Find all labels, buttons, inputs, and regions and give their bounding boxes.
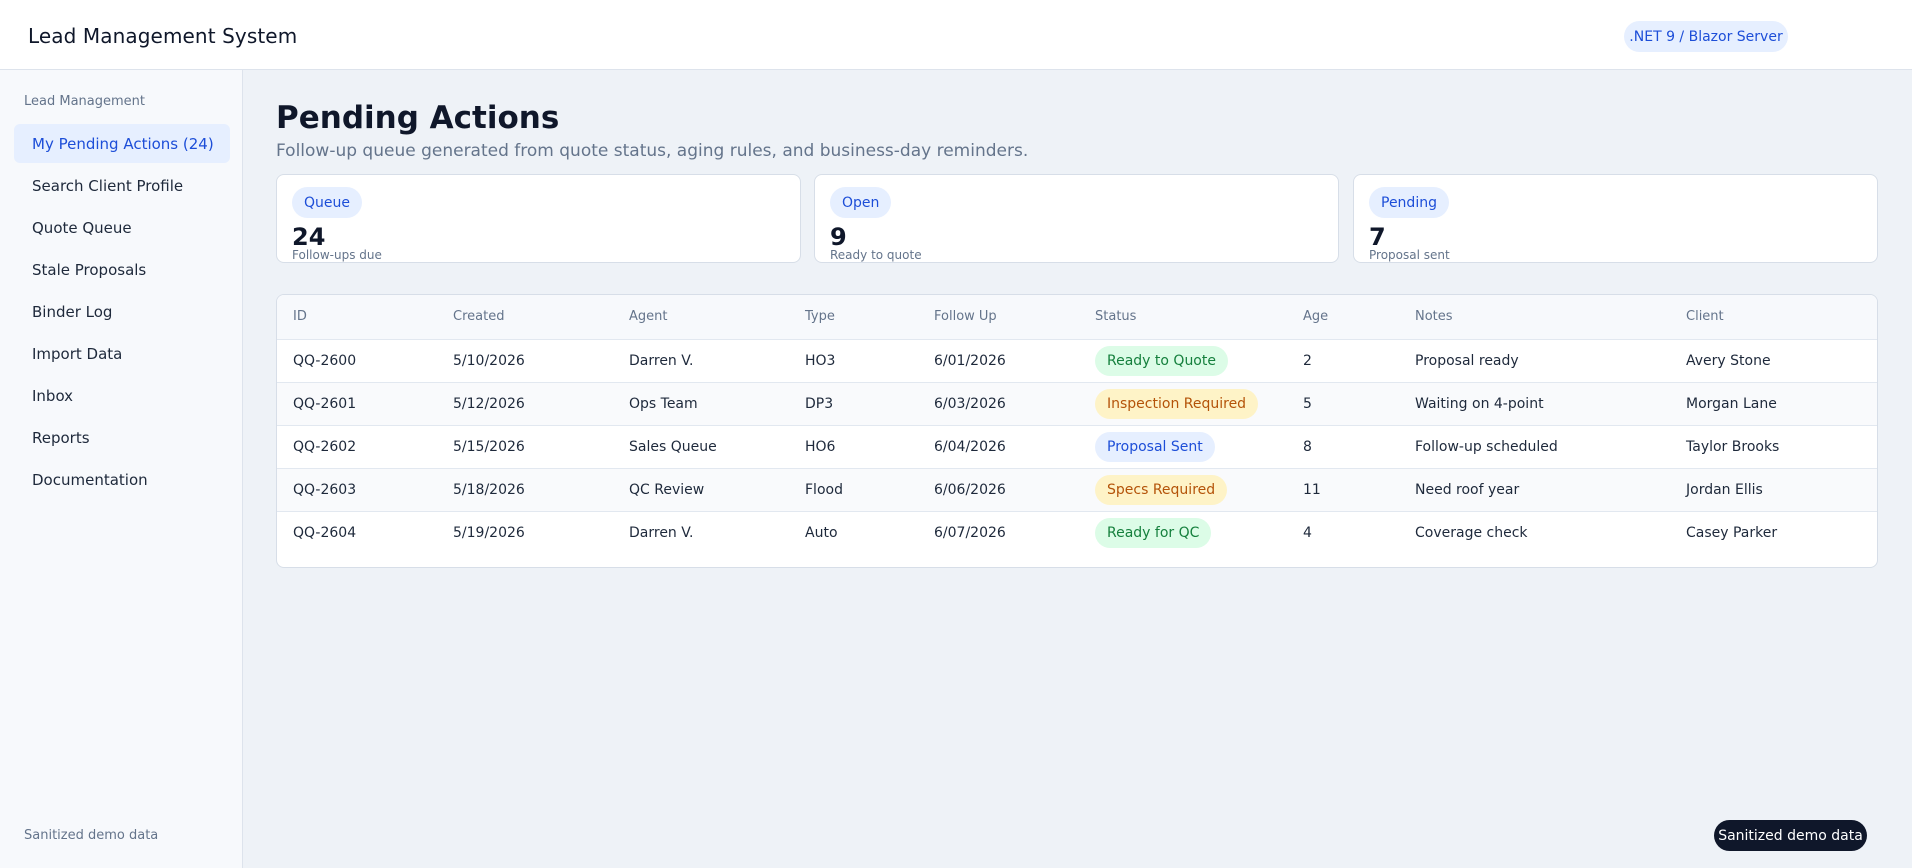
cell-id: QQ-2603 bbox=[293, 481, 357, 498]
cell-created: 5/18/2026 bbox=[453, 481, 525, 498]
card-value: 9 bbox=[830, 223, 847, 251]
column-header-created[interactable]: Created bbox=[437, 295, 613, 340]
column-header-agent[interactable]: Agent bbox=[613, 295, 789, 340]
main-content: Pending Actions Follow-up queue generate… bbox=[243, 70, 1912, 868]
cell-status: Specs Required bbox=[1079, 468, 1287, 511]
column-header-type[interactable]: Type bbox=[789, 295, 918, 340]
cell-follow-up: 6/04/2026 bbox=[934, 438, 1006, 455]
summary-card-queue: Queue 24 Follow-ups due bbox=[276, 174, 801, 263]
cell-client: Jordan Ellis bbox=[1686, 481, 1763, 498]
card-caption: Follow-ups due bbox=[292, 248, 382, 262]
cell-agent: QC Review bbox=[629, 481, 705, 498]
pending-actions-table: ID Created Agent Type Follow Up Status A… bbox=[276, 294, 1878, 568]
status-badge: Proposal Sent bbox=[1095, 431, 1215, 462]
cell-agent: Darren V. bbox=[629, 524, 694, 541]
cell-age: 2 bbox=[1303, 352, 1312, 369]
cell-client: Avery Stone bbox=[1686, 352, 1771, 369]
sidebar-heading: Lead Management bbox=[24, 94, 145, 109]
cell-notes: Coverage check bbox=[1415, 524, 1528, 541]
sidebar-footer-note: Sanitized demo data bbox=[24, 828, 159, 843]
column-header-age[interactable]: Age bbox=[1287, 295, 1399, 340]
card-caption: Ready to quote bbox=[830, 248, 922, 262]
demo-data-badge: Sanitized demo data bbox=[1714, 820, 1867, 851]
cell-notes: Follow-up scheduled bbox=[1415, 438, 1558, 455]
cell-client: Taylor Brooks bbox=[1686, 438, 1780, 455]
card-chip: Queue bbox=[292, 187, 362, 218]
cell-id: QQ-2601 bbox=[293, 395, 357, 412]
sidebar-item-documentation[interactable]: Documentation bbox=[32, 470, 148, 489]
sidebar-item-binder-log[interactable]: Binder Log bbox=[32, 302, 113, 321]
sidebar-item-my-pending-actions[interactable]: My Pending Actions (24) bbox=[14, 124, 230, 163]
status-badge: Specs Required bbox=[1095, 474, 1228, 505]
column-header-client[interactable]: Client bbox=[1670, 295, 1877, 340]
card-caption: Proposal sent bbox=[1369, 248, 1450, 262]
cell-type: DP3 bbox=[805, 395, 834, 412]
cell-id: QQ-2604 bbox=[293, 524, 357, 541]
cell-created: 5/12/2026 bbox=[453, 395, 525, 412]
column-header-status[interactable]: Status bbox=[1079, 295, 1287, 340]
cell-id: QQ-2600 bbox=[293, 352, 357, 369]
stack-badge: .NET 9 / Blazor Server bbox=[1624, 21, 1788, 52]
card-value: 24 bbox=[292, 223, 326, 251]
cell-type: HO6 bbox=[805, 438, 836, 455]
top-bar: Lead Management System .NET 9 / Blazor S… bbox=[0, 0, 1912, 70]
cell-status: Inspection Required bbox=[1079, 382, 1287, 425]
cell-agent: Darren V. bbox=[629, 352, 694, 369]
cell-age: 5 bbox=[1303, 395, 1312, 412]
table-header-row: ID Created Agent Type Follow Up Status A… bbox=[277, 295, 1877, 340]
sidebar-nav: My Pending Actions (24) Search Client Pr… bbox=[14, 124, 230, 502]
status-badge: Ready to Quote bbox=[1095, 345, 1228, 376]
sidebar: Lead Management My Pending Actions (24) … bbox=[0, 70, 243, 868]
cell-age: 8 bbox=[1303, 438, 1312, 455]
column-header-id[interactable]: ID bbox=[277, 295, 437, 340]
cell-status: Ready to Quote bbox=[1079, 339, 1287, 382]
cell-client: Morgan Lane bbox=[1686, 395, 1777, 412]
cell-age: 4 bbox=[1303, 524, 1312, 541]
cell-type: HO3 bbox=[805, 352, 836, 369]
cell-notes: Proposal ready bbox=[1415, 352, 1519, 369]
sidebar-item-inbox[interactable]: Inbox bbox=[32, 386, 74, 405]
summary-card-pending: Pending 7 Proposal sent bbox=[1353, 174, 1878, 263]
page-subtitle: Follow-up queue generated from quote sta… bbox=[276, 141, 1029, 161]
table-row[interactable]: QQ-2602 5/15/2026 Sales Queue HO6 6/04/2… bbox=[277, 425, 1877, 468]
sidebar-item-reports[interactable]: Reports bbox=[32, 428, 90, 447]
cell-follow-up: 6/06/2026 bbox=[934, 481, 1006, 498]
cell-client: Casey Parker bbox=[1686, 524, 1778, 541]
cell-created: 5/10/2026 bbox=[453, 352, 525, 369]
column-header-notes[interactable]: Notes bbox=[1399, 295, 1670, 340]
cell-created: 5/15/2026 bbox=[453, 438, 525, 455]
table-row[interactable]: QQ-2604 5/19/2026 Darren V. Auto 6/07/20… bbox=[277, 511, 1877, 554]
cell-created: 5/19/2026 bbox=[453, 524, 525, 541]
cell-status: Proposal Sent bbox=[1079, 425, 1287, 468]
cell-status: Ready for QC bbox=[1079, 511, 1287, 554]
sidebar-item-import-data[interactable]: Import Data bbox=[32, 344, 123, 363]
cell-follow-up: 6/03/2026 bbox=[934, 395, 1006, 412]
app-title: Lead Management System bbox=[28, 24, 298, 48]
summary-cards: Queue 24 Follow-ups due Open 9 Ready to … bbox=[276, 174, 1878, 263]
status-badge: Ready for QC bbox=[1095, 517, 1212, 548]
cell-type: Flood bbox=[805, 481, 843, 498]
summary-card-open: Open 9 Ready to quote bbox=[814, 174, 1339, 263]
sidebar-item-search-client-profile[interactable]: Search Client Profile bbox=[32, 176, 184, 195]
cell-id: QQ-2602 bbox=[293, 438, 357, 455]
sidebar-item-stale-proposals[interactable]: Stale Proposals bbox=[32, 260, 147, 279]
card-chip: Open bbox=[830, 187, 892, 218]
cell-agent: Ops Team bbox=[629, 395, 698, 412]
page-title: Pending Actions bbox=[276, 100, 560, 136]
table-row[interactable]: QQ-2603 5/18/2026 QC Review Flood 6/06/2… bbox=[277, 468, 1877, 511]
cell-notes: Waiting on 4-point bbox=[1415, 395, 1544, 412]
cell-type: Auto bbox=[805, 524, 838, 541]
cell-notes: Need roof year bbox=[1415, 481, 1520, 498]
column-header-follow-up[interactable]: Follow Up bbox=[918, 295, 1079, 340]
status-badge: Inspection Required bbox=[1095, 388, 1259, 419]
cell-agent: Sales Queue bbox=[629, 438, 717, 455]
table-row[interactable]: QQ-2601 5/12/2026 Ops Team DP3 6/03/2026… bbox=[277, 382, 1877, 425]
sidebar-item-quote-queue[interactable]: Quote Queue bbox=[32, 218, 132, 237]
cell-follow-up: 6/07/2026 bbox=[934, 524, 1006, 541]
cell-follow-up: 6/01/2026 bbox=[934, 352, 1006, 369]
table-row[interactable]: QQ-2600 5/10/2026 Darren V. HO3 6/01/202… bbox=[277, 339, 1877, 382]
card-chip: Pending bbox=[1369, 187, 1449, 218]
card-value: 7 bbox=[1369, 223, 1386, 251]
cell-age: 11 bbox=[1303, 481, 1321, 498]
